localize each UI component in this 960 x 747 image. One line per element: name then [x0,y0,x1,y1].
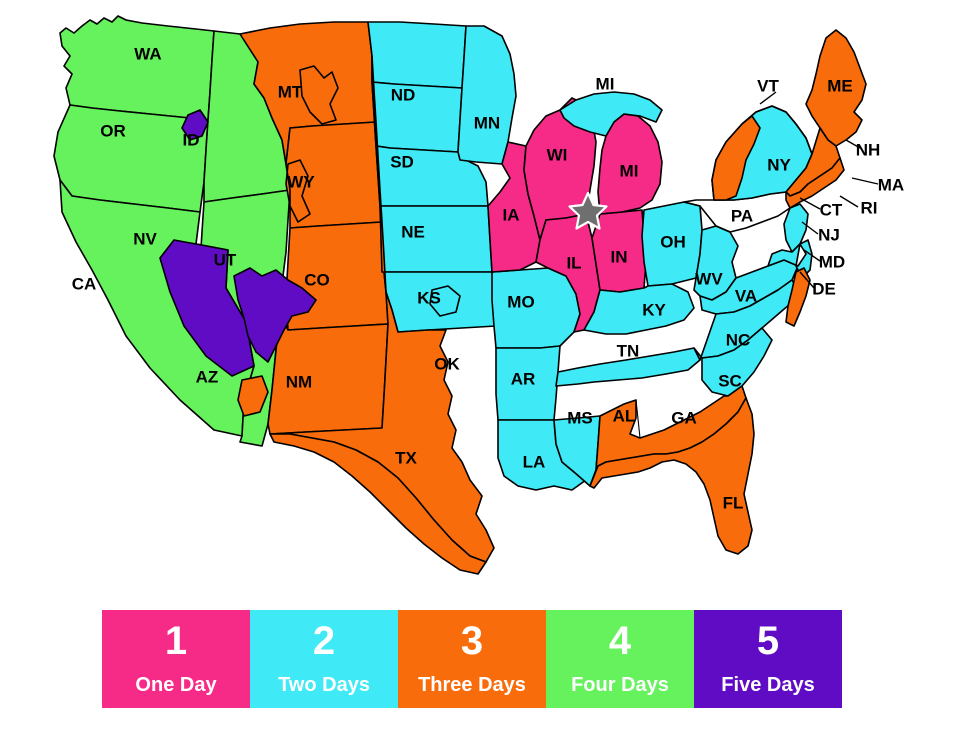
state-label-ma: MA [878,175,904,194]
zone-tx-mid-three-day[interactable] [269,433,487,575]
state-nd[interactable] [367,21,467,89]
label-leader-lines [759,91,879,289]
legend-label: Five Days [721,674,815,696]
origin-star-icon [568,191,608,230]
state-label-nv: NV [133,229,157,248]
state-label-mi: MI [620,161,639,180]
state-label-oh: OH [660,232,686,251]
state-label-la: LA [523,452,546,471]
legend-label: Four Days [571,674,669,696]
state-shapes [53,15,867,575]
state-label-ar: AR [511,369,536,388]
legend-item-three-days[interactable]: 3 Three Days [398,610,546,708]
us-map-svg: WA OR ID MT WY NV CA UT CO AZ NM ND SD NE KS OK TX MN IA MO… [53,15,905,575]
state-label-pa: PA [731,206,753,225]
state-label-me: ME [827,76,853,95]
state-sc[interactable] [701,327,773,397]
legend-number: 5 [756,619,780,663]
state-label-co: CO [304,270,330,289]
zone-four-corners-five-day[interactable] [233,267,317,363]
state-label-ga: GA [671,408,697,427]
legend-item-five-days[interactable]: 5 Five Days [694,610,842,708]
state-ks[interactable] [379,205,493,273]
state-md-de[interactable] [767,239,813,279]
state-label-wa: WA [134,44,161,63]
state-label-ca: CA [72,274,97,293]
state-label-va: VA [735,286,757,305]
zone-new-england-three-day[interactable] [805,29,867,147]
state-ky[interactable] [583,283,695,335]
state-label-nd: ND [391,85,416,104]
state-label-nc: NC [726,330,751,349]
state-label-ok: OK [434,354,460,373]
state-label-nm: NM [286,372,312,391]
zone-va-coast-three-day[interactable] [785,267,811,327]
state-label-il: IL [566,253,581,272]
state-label-tn: TN [617,341,640,360]
legend-item-one-day[interactable]: 1 One Day [102,610,250,708]
state-label-in: IN [611,247,628,266]
zone-southern-ne-three-day[interactable] [785,157,845,209]
state-label-de: DE [812,279,836,298]
state-label-id: ID [183,130,200,149]
state-label-ct: CT [820,200,843,219]
legend-label: One Day [135,674,217,696]
state-label-ne: NE [401,222,425,241]
legend-item-four-days[interactable]: 4 Four Days [546,610,694,708]
state-sd[interactable] [371,81,463,153]
state-label-ia: IA [503,205,520,224]
legend-label: Three Days [418,674,526,696]
us-transit-map: WA OR ID MT WY NV CA UT CO AZ NM ND SD NE KS OK TX MN IA MO… [53,15,905,575]
state-label-ny: NY [767,155,791,174]
state-label-md: MD [819,252,845,271]
zone-nv-five-day[interactable] [159,109,255,377]
legend-number: 4 [608,619,632,663]
state-label-ky: KY [642,300,666,319]
state-label-tx: TX [395,448,417,467]
state-label-mt: MT [278,82,303,101]
state-label-group: WA OR ID MT WY NV CA UT CO AZ NM ND SD NE KS OK TX MN IA MO… [72,44,905,512]
state-label-wv: WV [695,269,723,288]
state-label-sc: SC [718,371,742,390]
legend-number: 2 [312,619,336,663]
legend-label: Two Days [278,674,370,696]
state-label-wi: WI [547,145,568,164]
state-mo[interactable] [491,267,581,349]
state-label-ut: UT [214,250,237,269]
state-label-vt: VT [757,76,779,95]
state-label-al: AL [613,406,636,425]
legend-item-two-days[interactable]: 2 Two Days [250,610,398,708]
state-label-nh: NH [856,140,881,159]
state-label-nj: NJ [818,225,840,244]
state-label-wy: WY [287,172,315,191]
state-label-mi: MI [596,74,615,93]
state-label-fl: FL [723,493,744,512]
state-label-ks: KS [417,288,441,307]
state-label-ms: MS [567,408,593,427]
legend-number: 1 [164,619,188,663]
state-label-ri: RI [861,198,878,217]
state-label-az: AZ [196,367,219,386]
state-label-mn: MN [474,113,500,132]
transit-time-legend: 1 One Day 2 Two Days 3 Three Days 4 Four Days 5 F… [102,610,842,708]
state-label-mo: MO [507,292,534,311]
state-tn[interactable] [555,347,701,387]
state-fl[interactable] [589,397,755,555]
state-label-sd: SD [390,152,414,171]
state-label-or: OR [100,121,126,140]
state-ar[interactable] [495,345,561,421]
state-mi-upper[interactable] [559,91,663,137]
zone-ne-strip-three-day[interactable] [711,115,761,201]
state-wa[interactable] [59,15,215,121]
legend-number: 3 [460,619,484,663]
